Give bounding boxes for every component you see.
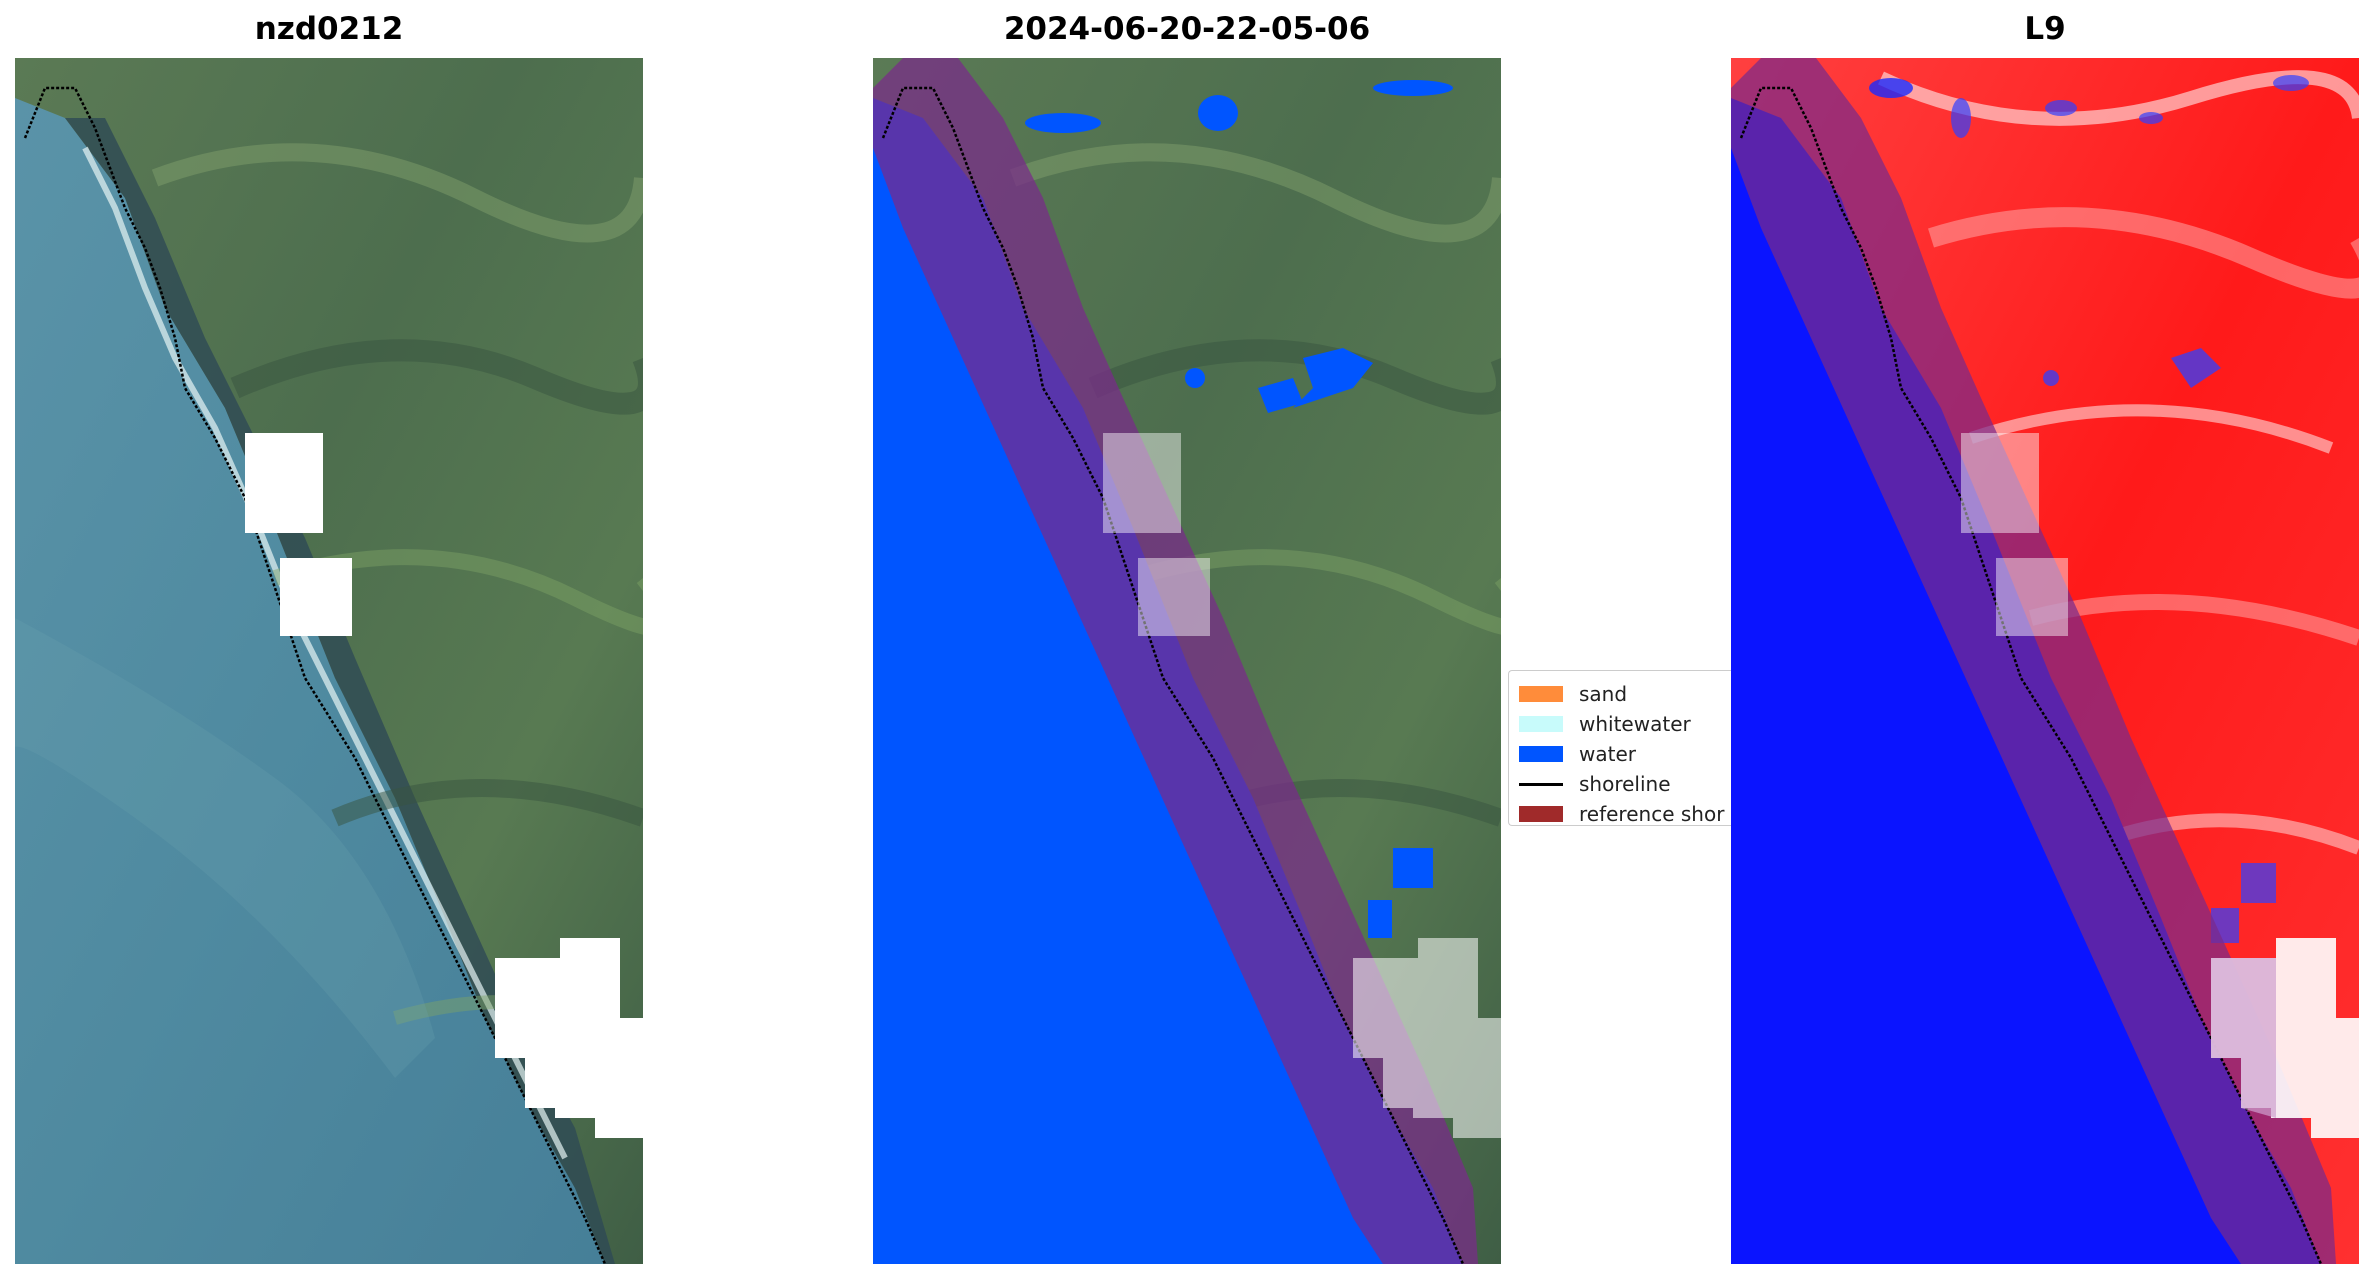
- detected-shoreline: [881, 86, 1465, 1264]
- legend-label: sand: [1579, 682, 1628, 706]
- legend-item-reference-shoreline: reference shor: [1519, 799, 1734, 826]
- reference-shoreline-buffer: [1731, 58, 2336, 1264]
- surf-foam: [82, 146, 568, 1160]
- legend-swatch-sand: [1519, 686, 1563, 702]
- legend-label: whitewater: [1579, 712, 1691, 736]
- legend-item-sand: sand: [1519, 679, 1734, 709]
- panel-title-rgb: nzd0212: [254, 11, 404, 47]
- inland-water-lake: [1293, 348, 1373, 408]
- cloud-mask: [1961, 433, 2039, 533]
- classified-image-panel: [873, 58, 1501, 1264]
- cloud-mask: [1353, 938, 1501, 1138]
- sediment-plume: [15, 618, 435, 1078]
- legend-item-water: water: [1519, 739, 1734, 769]
- cloud-mask: [1103, 433, 1181, 533]
- rgb-image-panel: [15, 58, 643, 1264]
- panel-title-classified: 2024-06-20-22-05-06: [1003, 11, 1371, 47]
- cloud-mask: [1996, 558, 2068, 636]
- legend: sand whitewater water shoreline referenc…: [1508, 670, 1734, 826]
- classified-image: [873, 58, 1501, 1264]
- legend-item-whitewater: whitewater: [1519, 709, 1734, 739]
- legend-label: reference shor: [1579, 802, 1725, 826]
- rgb-satellite-image: [15, 58, 643, 1264]
- index-image-panel: [1731, 58, 2359, 1264]
- cloud-mask: [495, 938, 643, 1138]
- cloud-mask: [245, 433, 323, 533]
- panel-title-index: L9: [2024, 11, 2066, 47]
- index-image: [1731, 58, 2359, 1264]
- cloud-mask: [1138, 558, 1210, 636]
- reference-shoreline-buffer: [873, 58, 1478, 1264]
- sea-area: [15, 98, 605, 1264]
- legend-line-shoreline: [1519, 782, 1563, 786]
- legend-swatch-whitewater: [1519, 716, 1563, 732]
- inland-water: [1025, 113, 1101, 133]
- detected-shoreline: [1739, 86, 2323, 1264]
- legend-swatch-reference-shoreline: [1519, 806, 1563, 822]
- legend-item-shoreline: shoreline: [1519, 769, 1734, 799]
- legend-label: water: [1579, 742, 1636, 766]
- legend-label: shoreline: [1579, 772, 1671, 796]
- hill-texture: [151, 143, 643, 243]
- cloud-mask: [280, 558, 352, 636]
- legend-swatch-water: [1519, 746, 1563, 762]
